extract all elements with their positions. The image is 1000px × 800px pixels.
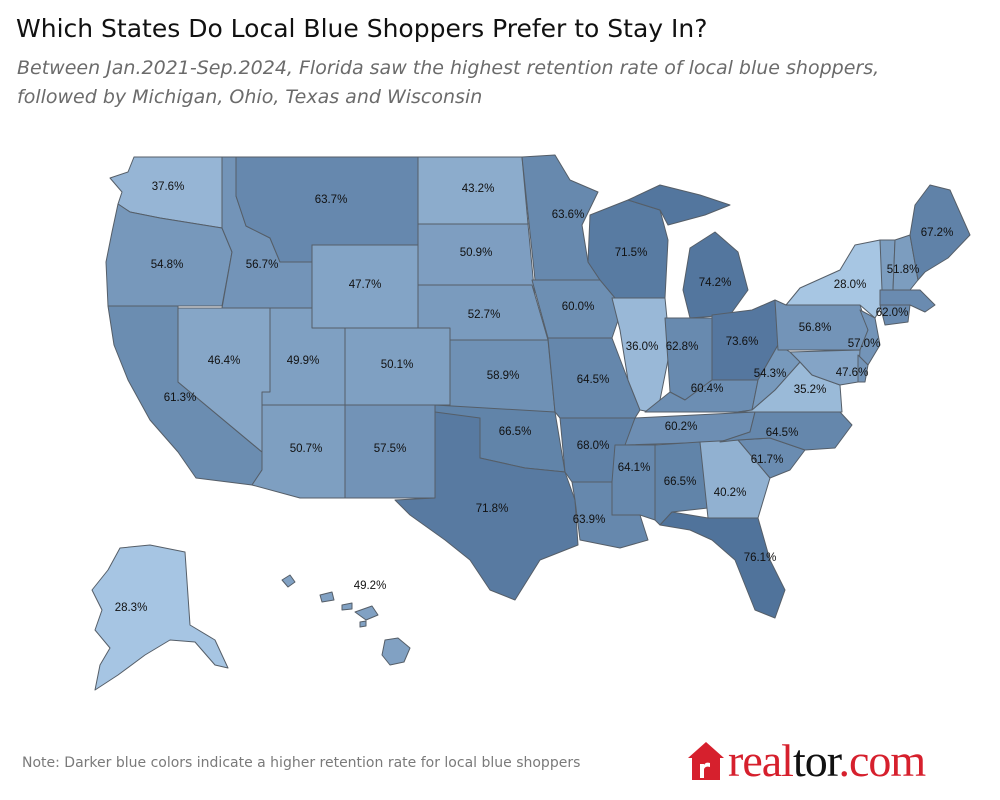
logo-part-1: real [728, 735, 794, 786]
state-label-tn: 60.2% [665, 421, 698, 433]
state-label-mn: 63.6% [552, 209, 585, 221]
state-label-mo: 64.5% [577, 374, 610, 386]
state-label-in: 62.8% [666, 341, 699, 353]
subtitle-line-1: Between Jan.2021-Sep.2024, Florida saw t… [17, 57, 880, 79]
state-label-al: 66.5% [664, 476, 697, 488]
state-mi-upper [627, 184, 731, 226]
state-label-oh: 73.6% [726, 336, 759, 348]
logo-part-2: tor [792, 735, 840, 786]
state-label-me: 67.2% [921, 227, 954, 239]
state-label-il: 36.0% [626, 341, 659, 353]
state-label-sc: 61.7% [751, 454, 784, 466]
state-md [789, 349, 861, 386]
realtor-logo: realtor.com [686, 735, 927, 786]
chart-note: Note: Darker blue colors indicate a high… [22, 755, 581, 771]
state-label-nv: 46.4% [208, 355, 241, 367]
state-label-nm: 57.5% [374, 443, 407, 455]
house-icon [688, 742, 724, 780]
state-label-sd: 50.9% [460, 247, 493, 259]
state-label-ne: 52.7% [468, 309, 501, 321]
state-label-fl: 76.1% [744, 552, 777, 564]
state-label-ct: 62.0% [876, 307, 909, 319]
state-label-hi: 49.2% [354, 580, 387, 592]
state-fl [659, 511, 786, 619]
state-me [909, 184, 971, 281]
logo-part-3: .com [838, 735, 927, 786]
state-label-id: 56.7% [246, 259, 279, 271]
state-label-vt: 51.8% [887, 264, 920, 276]
state-label-ak: 28.3% [115, 602, 148, 614]
state-label-ks: 58.9% [487, 370, 520, 382]
state-label-ar: 68.0% [577, 440, 610, 452]
state-mo [547, 337, 641, 419]
realtor-wordmark: realtor.com [728, 735, 927, 786]
state-label-co: 50.1% [381, 359, 414, 371]
state-ma [879, 289, 936, 313]
state-de [857, 354, 869, 383]
state-label-tx: 71.8% [476, 503, 509, 515]
state-label-or: 54.8% [151, 259, 184, 271]
state-label-mi: 74.2% [699, 277, 732, 289]
state-label-az: 50.7% [290, 443, 323, 455]
state-label-wi: 71.5% [615, 247, 648, 259]
state-label-pa: 56.8% [799, 322, 832, 334]
state-label-nj: 57.0% [848, 338, 881, 350]
state-label-nc: 64.5% [766, 427, 799, 439]
state-label-md: 47.6% [836, 367, 869, 379]
state-label-ny: 28.0% [834, 279, 867, 291]
subtitle-line-2: followed by Michigan, Ohio, Texas and Wi… [17, 86, 483, 108]
state-label-mt: 63.7% [315, 194, 348, 206]
state-mi [682, 231, 749, 319]
state-label-ut: 49.9% [287, 355, 320, 367]
state-label-wy: 47.7% [349, 279, 382, 291]
state-label-ky: 60.4% [691, 383, 724, 395]
chart-subtitle: Between Jan.2021-Sep.2024, Florida saw t… [17, 54, 987, 112]
state-nh [892, 234, 919, 291]
state-label-ia: 60.0% [562, 301, 595, 313]
state-label-wa: 37.6% [152, 181, 185, 193]
state-label-ca: 61.3% [164, 392, 197, 404]
state-tx [394, 411, 579, 601]
state-nc [719, 411, 853, 451]
state-label-wv: 54.3% [754, 368, 787, 380]
state-hi [281, 574, 411, 666]
state-ms [611, 444, 656, 521]
state-label-nd: 43.2% [462, 183, 495, 195]
state-label-va: 35.2% [794, 384, 827, 396]
state-label-ok: 66.5% [499, 426, 532, 438]
state-label-ga: 40.2% [714, 487, 747, 499]
state-label-ms: 64.1% [618, 462, 651, 474]
state-ak [91, 544, 229, 691]
state-label-la: 63.9% [573, 514, 606, 526]
chart-title: Which States Do Local Blue Shoppers Pref… [16, 14, 708, 43]
